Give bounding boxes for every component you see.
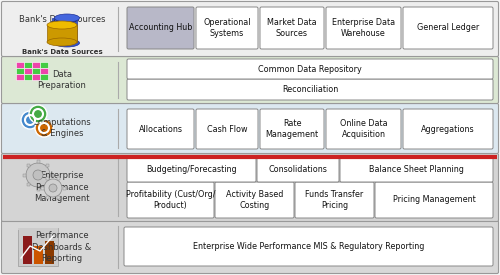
Bar xyxy=(50,174,53,177)
Text: Reconciliation: Reconciliation xyxy=(282,85,338,94)
Bar xyxy=(52,18,77,43)
Circle shape xyxy=(49,184,57,192)
Circle shape xyxy=(44,179,62,197)
Text: Common Data Repository: Common Data Repository xyxy=(258,65,362,73)
Bar xyxy=(24,74,32,79)
Bar xyxy=(57,177,60,180)
Bar xyxy=(24,62,32,67)
FancyBboxPatch shape xyxy=(124,227,493,266)
FancyBboxPatch shape xyxy=(127,7,194,49)
Text: Data
Preparation: Data Preparation xyxy=(38,70,86,90)
Bar xyxy=(24,68,32,73)
Circle shape xyxy=(33,170,43,180)
Bar xyxy=(22,174,26,177)
FancyBboxPatch shape xyxy=(326,109,401,149)
Text: Profitability (Cust/Org/
Product): Profitability (Cust/Org/ Product) xyxy=(126,190,215,210)
Bar xyxy=(40,186,43,189)
Bar xyxy=(16,68,24,73)
FancyBboxPatch shape xyxy=(403,7,493,49)
Bar xyxy=(34,246,43,264)
Text: Computations
& Engines: Computations & Engines xyxy=(32,118,92,138)
Bar xyxy=(32,68,40,73)
FancyBboxPatch shape xyxy=(127,109,194,149)
Text: Performance
Dashboards &
Reporting: Performance Dashboards & Reporting xyxy=(32,231,92,263)
Text: Activity Based
Costing: Activity Based Costing xyxy=(226,190,283,210)
Ellipse shape xyxy=(47,21,77,29)
Bar xyxy=(16,62,24,67)
FancyBboxPatch shape xyxy=(326,7,401,49)
FancyBboxPatch shape xyxy=(196,109,258,149)
Text: Online Data
Acquisition: Online Data Acquisition xyxy=(340,119,388,139)
Circle shape xyxy=(35,119,53,137)
Bar xyxy=(47,25,77,42)
Bar xyxy=(57,196,60,199)
Bar xyxy=(40,68,48,73)
Text: Enterprise Wide Performance MIS & Regulatory Reporting: Enterprise Wide Performance MIS & Regula… xyxy=(193,242,424,251)
Circle shape xyxy=(26,163,50,187)
Circle shape xyxy=(29,105,47,123)
FancyBboxPatch shape xyxy=(2,1,498,56)
Bar xyxy=(32,62,40,67)
FancyBboxPatch shape xyxy=(215,182,294,218)
Bar xyxy=(16,74,24,79)
Bar xyxy=(32,74,40,79)
Text: Pricing Management: Pricing Management xyxy=(392,196,475,205)
FancyBboxPatch shape xyxy=(18,228,58,266)
FancyBboxPatch shape xyxy=(260,7,324,49)
Ellipse shape xyxy=(54,14,80,22)
FancyBboxPatch shape xyxy=(257,156,339,182)
Text: Consolidations: Consolidations xyxy=(268,164,328,174)
Bar xyxy=(40,62,48,67)
Bar xyxy=(62,186,66,189)
Text: Funds Transfer
Pricing: Funds Transfer Pricing xyxy=(306,190,364,210)
Text: Accounting Hub: Accounting Hub xyxy=(129,23,192,32)
FancyBboxPatch shape xyxy=(260,109,324,149)
Bar xyxy=(46,183,50,186)
Bar xyxy=(46,164,50,167)
Bar xyxy=(36,160,40,163)
FancyBboxPatch shape xyxy=(2,221,498,274)
Bar xyxy=(46,177,49,180)
Text: Rate
Management: Rate Management xyxy=(266,119,318,139)
Bar xyxy=(18,228,58,230)
Text: Bank's Data Sources: Bank's Data Sources xyxy=(22,49,102,55)
Ellipse shape xyxy=(47,38,77,46)
FancyBboxPatch shape xyxy=(375,182,493,218)
FancyBboxPatch shape xyxy=(127,182,214,218)
Circle shape xyxy=(21,111,39,129)
Text: Enterprise Data
Warehouse: Enterprise Data Warehouse xyxy=(332,18,395,38)
Bar xyxy=(26,164,30,167)
Text: Budgeting/Forecasting: Budgeting/Forecasting xyxy=(146,164,237,174)
FancyBboxPatch shape xyxy=(127,59,493,79)
FancyBboxPatch shape xyxy=(340,156,493,182)
Text: Enterprise
Performance
Management: Enterprise Performance Management xyxy=(34,171,90,203)
Text: Allocations: Allocations xyxy=(138,125,182,133)
Bar xyxy=(26,183,30,186)
Bar xyxy=(45,241,54,264)
FancyBboxPatch shape xyxy=(403,109,493,149)
Text: Balance Sheet Planning: Balance Sheet Planning xyxy=(369,164,464,174)
FancyBboxPatch shape xyxy=(2,153,498,221)
Bar xyxy=(36,188,40,191)
Text: Operational
Systems: Operational Systems xyxy=(203,18,251,38)
FancyBboxPatch shape xyxy=(2,56,498,103)
Bar xyxy=(23,236,32,264)
FancyBboxPatch shape xyxy=(127,79,493,100)
Ellipse shape xyxy=(54,39,80,47)
Bar xyxy=(40,74,48,79)
FancyBboxPatch shape xyxy=(127,156,256,182)
FancyBboxPatch shape xyxy=(196,7,258,49)
Text: Aggregations: Aggregations xyxy=(421,125,475,133)
FancyBboxPatch shape xyxy=(295,182,374,218)
Text: Cash Flow: Cash Flow xyxy=(207,125,247,133)
Text: Bank's Data Sources: Bank's Data Sources xyxy=(19,15,105,24)
FancyBboxPatch shape xyxy=(2,103,498,153)
Text: Market Data
Sources: Market Data Sources xyxy=(267,18,317,38)
Text: General Ledger: General Ledger xyxy=(417,23,479,32)
Bar xyxy=(46,196,49,199)
